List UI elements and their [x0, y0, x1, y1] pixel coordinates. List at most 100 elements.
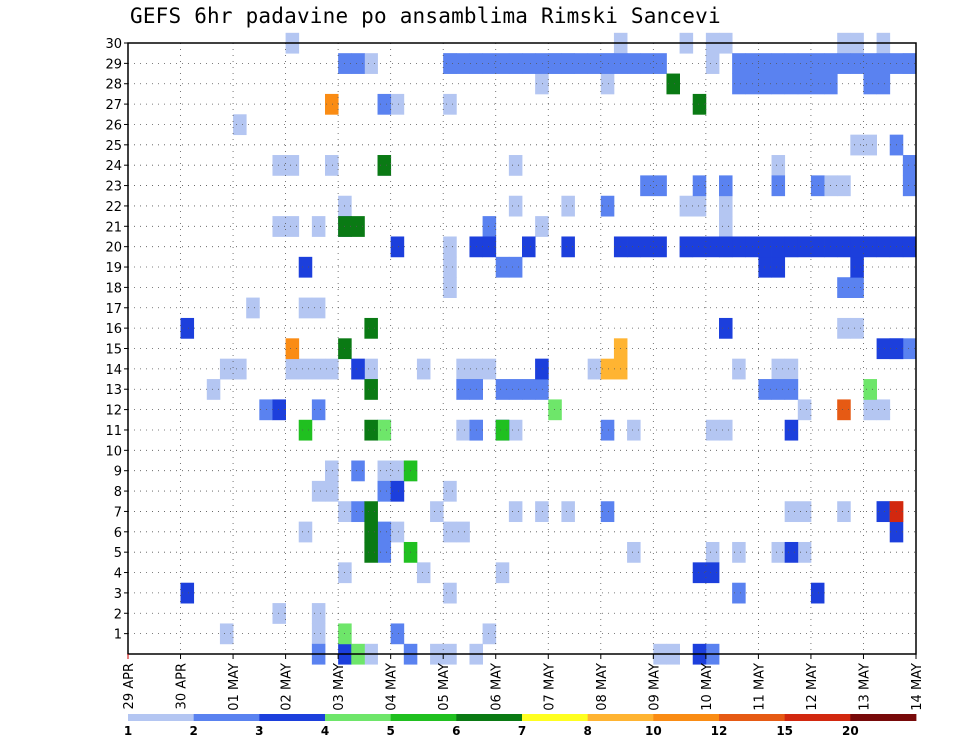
heatmap-cell — [535, 73, 549, 95]
legend-label: 3 — [255, 724, 263, 738]
heatmap-cell — [535, 53, 549, 74]
legend-swatch — [784, 714, 851, 721]
x-axis: 29 APR 30 APR 01 MAY 02 MAY 03 MAY 04 MAY 05 M… — [122, 654, 925, 711]
heatmap-cell — [732, 541, 746, 563]
heatmap-cell — [653, 53, 667, 74]
heatmap-cell — [535, 501, 549, 523]
y-tick-label: 7 — [114, 505, 122, 520]
heatmap-cell — [640, 175, 654, 197]
heatmap-cell — [482, 623, 497, 645]
heatmap-cell — [771, 53, 786, 74]
legend-label: 1 — [124, 724, 132, 738]
y-axis: 1234567891011121314151617181920212223242… — [105, 37, 128, 643]
x-tick-label: 03 MAY — [332, 663, 347, 711]
heatmap-cell — [508, 256, 523, 278]
y-tick-label: 22 — [105, 200, 122, 215]
heatmap-cell — [850, 277, 864, 298]
y-tick-label: 29 — [105, 57, 122, 72]
heatmap-cell — [180, 317, 195, 339]
heatmap-cell — [850, 236, 864, 258]
heatmap-cell — [456, 358, 470, 380]
heatmap-cell — [219, 358, 234, 380]
heatmap-cell — [732, 73, 746, 95]
heatmap-cell — [640, 236, 654, 258]
y-tick-label: 3 — [114, 587, 122, 602]
heatmap-cell — [325, 460, 339, 482]
heatmap-cell — [863, 73, 877, 95]
heatmap-cell — [548, 399, 562, 421]
heatmap-cell — [837, 317, 851, 339]
heatmap-cell — [653, 236, 667, 258]
y-tick-label: 14 — [105, 363, 122, 378]
heatmap-cell — [325, 93, 339, 115]
heatmap-cell — [416, 562, 431, 584]
heatmap-cell — [508, 53, 523, 74]
heatmap-cell — [311, 358, 326, 380]
heatmap-cell — [535, 379, 549, 400]
heatmap-cell — [390, 521, 405, 543]
heatmap-cell — [364, 521, 378, 543]
heatmap-cell — [837, 175, 851, 197]
heatmap-cell — [443, 256, 457, 278]
legend: 1 2 3 4 5 6 7 8 10 12 15 20 — [124, 714, 917, 738]
heatmap-cell — [443, 521, 457, 543]
heatmap-cell — [377, 155, 392, 176]
y-tick-label: 9 — [114, 465, 122, 480]
heatmap-cell — [311, 216, 326, 237]
heatmap-cell — [640, 53, 654, 74]
heatmap-cell — [810, 175, 825, 197]
heatmap-cell — [443, 53, 457, 74]
heatmap-cell — [285, 338, 300, 360]
heatmap-cell — [351, 53, 365, 74]
heatmap-cell — [784, 501, 799, 523]
y-tick-label: 12 — [105, 404, 122, 419]
x-tick-label: 04 MAY — [385, 663, 400, 711]
heatmap-cell — [180, 582, 195, 604]
heatmap-cell — [390, 480, 405, 502]
heatmap-cell — [771, 256, 786, 278]
heatmap-cell — [902, 155, 917, 176]
heatmap-cell — [600, 195, 615, 217]
heatmap-cell — [863, 236, 877, 258]
heatmap-cell — [377, 480, 392, 502]
x-tick-label: 14 MAY — [910, 663, 925, 711]
x-tick-label: 06 MAY — [490, 663, 505, 711]
heatmap-cell — [784, 379, 799, 400]
heatmap-cell — [561, 236, 575, 258]
heatmap-cell — [325, 480, 339, 502]
heatmap-cell — [692, 562, 707, 584]
heatmap-cell — [771, 358, 786, 380]
heatmap-cell — [390, 236, 405, 258]
x-tick-label: 30 APR — [175, 663, 190, 709]
legend-swatch — [390, 714, 457, 721]
heatmap-cell — [758, 53, 772, 74]
heatmap-cell — [692, 236, 707, 258]
heatmap-cell — [587, 358, 602, 380]
heatmap-cell — [364, 317, 378, 339]
heatmap-cell — [902, 338, 917, 360]
y-tick-label: 4 — [114, 567, 122, 582]
y-tick-label: 26 — [105, 118, 122, 133]
heatmap-cell — [850, 317, 864, 339]
heatmap-cell — [272, 216, 286, 237]
legend-label: 12 — [711, 724, 728, 738]
heatmap-cell — [797, 236, 812, 258]
heatmap-cell — [719, 236, 733, 258]
heatmap-cell — [495, 379, 510, 400]
heatmap-cell — [561, 53, 575, 74]
heatmap-cell — [535, 216, 549, 237]
heatmap-cell — [850, 134, 864, 156]
x-tick-label: 09 MAY — [647, 663, 662, 711]
heatmap-cell — [325, 358, 339, 380]
y-tick-label: 8 — [114, 485, 122, 500]
heatmap-cell — [627, 419, 641, 441]
heatmap-cell — [837, 277, 851, 298]
x-tick-label: 08 MAY — [595, 663, 610, 711]
heatmap-cell — [272, 603, 286, 624]
heatmap-cell — [298, 297, 313, 319]
heatmap-cell — [771, 155, 786, 176]
heatmap-cell — [719, 195, 733, 217]
heatmap-cell — [206, 379, 221, 400]
heatmap-cell — [902, 175, 917, 197]
